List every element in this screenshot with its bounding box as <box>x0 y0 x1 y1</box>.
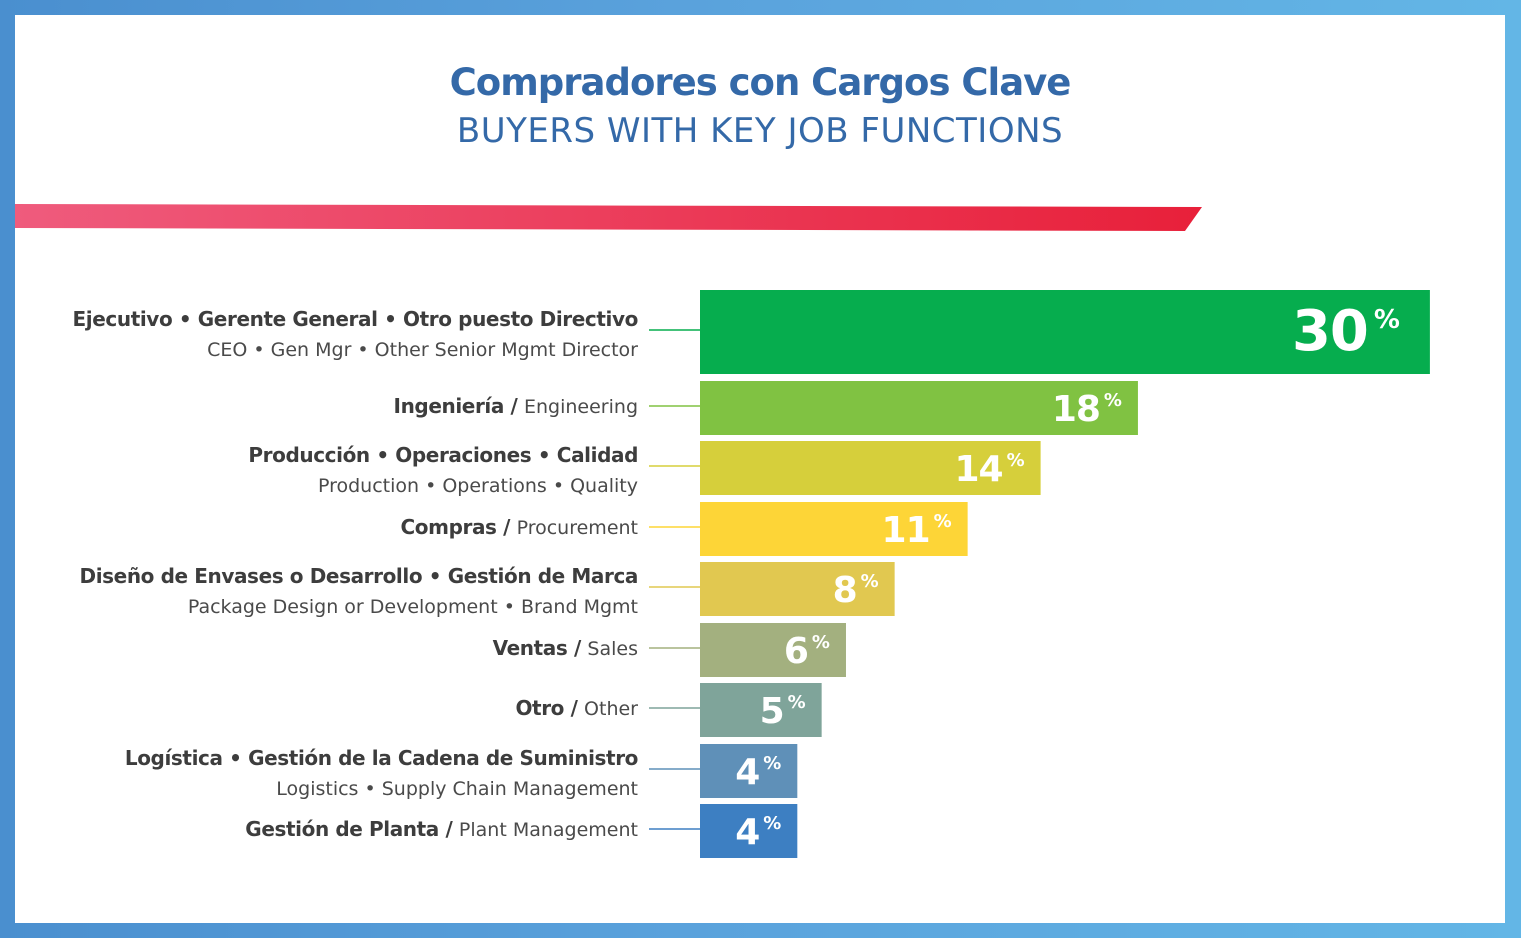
category-label-es-5: Ventas / <box>493 636 588 660</box>
category-label-es-1: Ingeniería / <box>394 394 524 418</box>
category-label-es-4: Diseño de Envases o Desarrollo • Gestión… <box>80 564 638 588</box>
bar-6 <box>700 683 822 737</box>
category-label-en-7: Logistics • Supply Chain Management <box>276 778 638 800</box>
value-unit-2: % <box>1007 450 1025 471</box>
bar-2 <box>700 441 1041 495</box>
value-unit-0: % <box>1374 305 1400 335</box>
value-label-7: 4 <box>735 752 759 793</box>
infographic-card: Compradores con Cargos Clave BUYERS WITH… <box>15 15 1505 923</box>
category-label-es-2: Producción • Operaciones • Calidad <box>248 443 638 467</box>
value-unit-6: % <box>788 692 806 713</box>
accent-stripe <box>15 204 1202 231</box>
category-label-1: Ingeniería / Engineering <box>394 394 638 418</box>
category-label-en-0: CEO • Gen Mgr • Other Senior Mgmt Direct… <box>207 339 638 361</box>
chart-title: Compradores con Cargos Clave <box>449 61 1072 104</box>
category-label-8: Gestión de Planta / Plant Management <box>245 817 638 841</box>
category-label-es-0: Ejecutivo • Gerente General • Otro puest… <box>73 307 638 331</box>
bar-4 <box>700 562 895 616</box>
value-unit-4: % <box>861 571 879 592</box>
value-label-0: 30 <box>1292 299 1368 364</box>
category-label-en-8: Plant Management <box>459 819 638 841</box>
value-unit-5: % <box>812 632 830 653</box>
decorative-stripe <box>15 204 1202 231</box>
value-unit-7: % <box>763 753 781 774</box>
value-unit-1: % <box>1104 390 1122 411</box>
value-label-2: 14 <box>955 449 1003 490</box>
value-unit-3: % <box>934 511 952 532</box>
category-label-en-1: Engineering <box>524 396 638 418</box>
bar-7 <box>700 744 798 798</box>
chart-subtitle: BUYERS WITH KEY JOB FUNCTIONS <box>456 111 1064 151</box>
bar-0 <box>700 290 1430 374</box>
category-label-es-3: Compras / <box>401 515 517 539</box>
category-label-en-4: Package Design or Development • Brand Mg… <box>188 596 638 618</box>
bar-3 <box>700 502 968 556</box>
category-label-es-7: Logística • Gestión de la Cadena de Sumi… <box>125 746 638 770</box>
category-label-en-5: Sales <box>587 638 638 660</box>
category-label-es-8: Gestión de Planta / <box>245 817 459 841</box>
category-label-es-6: Otro / <box>515 696 584 720</box>
category-label-en-3: Procurement <box>517 517 638 539</box>
category-label-6: Otro / Other <box>515 696 638 720</box>
bar-5 <box>700 623 846 677</box>
value-label-6: 5 <box>760 691 784 732</box>
bar-1 <box>700 381 1138 435</box>
category-label-3: Compras / Procurement <box>401 515 638 539</box>
value-unit-8: % <box>763 813 781 834</box>
value-label-3: 11 <box>882 510 930 551</box>
category-label-en-2: Production • Operations • Quality <box>318 475 638 497</box>
category-label-5: Ventas / Sales <box>493 636 638 660</box>
bar-8 <box>700 804 798 858</box>
value-label-8: 4 <box>735 812 759 853</box>
value-label-5: 6 <box>784 631 808 672</box>
category-label-en-6: Other <box>584 698 638 720</box>
value-label-1: 18 <box>1052 389 1100 430</box>
value-label-4: 8 <box>833 570 857 611</box>
bar-chart: Ejecutivo • Gerente General • Otro puest… <box>73 290 1430 858</box>
